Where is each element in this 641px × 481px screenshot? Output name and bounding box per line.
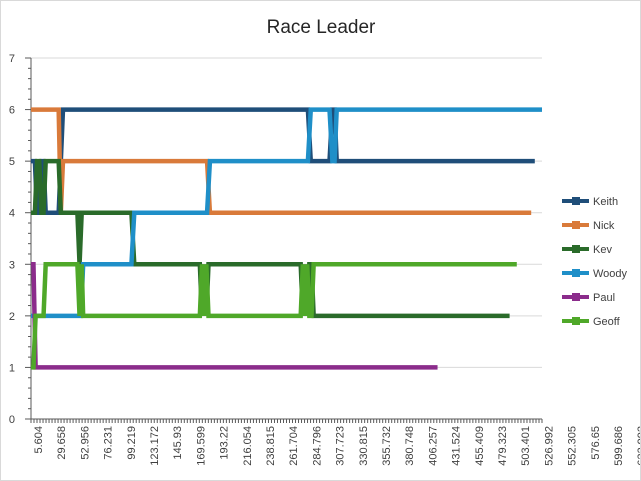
y-tick-label: 7 xyxy=(9,53,15,65)
x-tick-label: 29.658 xyxy=(56,426,68,460)
y-tick-label: 3 xyxy=(9,259,15,271)
series-line-keith xyxy=(31,107,535,215)
x-tick-label: 123.172 xyxy=(149,426,161,466)
x-tick-label: 193.22 xyxy=(219,426,231,460)
x-tick-label: 216.054 xyxy=(242,426,254,466)
series-lines xyxy=(31,107,542,370)
series-line-nick xyxy=(31,107,532,215)
legend-label-paul: Paul xyxy=(593,292,615,304)
series-line-geoff xyxy=(31,262,517,370)
x-tick-label: 284.796 xyxy=(311,426,323,466)
x-tick-label: 599.686 xyxy=(613,426,625,466)
y-tick-label: 4 xyxy=(9,208,15,220)
x-tick-label: 145.93 xyxy=(172,426,184,460)
legend-marker-geoff xyxy=(572,317,580,325)
x-tick-label: 503.401 xyxy=(520,426,532,466)
legend-label-keith: Keith xyxy=(593,196,618,208)
legend: Keith Nick Kev Woody Paul Geoff xyxy=(562,196,628,328)
y-tick-label: 0 xyxy=(9,414,15,426)
legend-marker-keith xyxy=(572,197,580,205)
x-tick-label: 622.992 xyxy=(636,426,640,466)
legend-marker-kev xyxy=(572,245,580,253)
x-tick-label: 169.599 xyxy=(195,426,207,466)
x-tick-label: 355.732 xyxy=(381,426,393,466)
x-tick-label: 238.815 xyxy=(265,426,277,466)
x-tick-label: 479.323 xyxy=(497,426,509,466)
legend-label-woody: Woody xyxy=(593,268,628,280)
x-tick-label: 526.992 xyxy=(543,426,555,466)
x-tick-label: 431.524 xyxy=(451,426,463,466)
legend-label-kev: Kev xyxy=(593,244,612,256)
y-tick-label: 6 xyxy=(9,105,15,117)
x-tick-label: 552.305 xyxy=(567,426,579,466)
x-tick-label: 99.219 xyxy=(126,426,138,460)
y-tick-label: 1 xyxy=(9,362,15,374)
legend-marker-nick xyxy=(572,221,580,229)
x-tick-label: 76.231 xyxy=(103,426,115,460)
legend-label-geoff: Geoff xyxy=(593,316,621,328)
series-line-kev xyxy=(31,158,510,319)
legend-marker-paul xyxy=(572,293,580,301)
x-tick-label: 52.956 xyxy=(79,426,91,460)
x-tick-label: 307.723 xyxy=(335,426,347,466)
axes: 0 1 2 3 4 5 6 7 5.604 29.658 52.956 76.231 99.219 123… xyxy=(9,53,640,466)
x-tick-label: 576.65 xyxy=(590,426,602,460)
x-tick-label: 330.815 xyxy=(358,426,370,466)
x-tick-label: 455.409 xyxy=(474,426,486,466)
x-tick-label: 5.604 xyxy=(33,426,45,454)
x-tick-label: 406.257 xyxy=(427,426,439,466)
x-tick-label: 261.704 xyxy=(288,426,300,466)
y-tick-label: 2 xyxy=(9,311,15,323)
legend-marker-woody xyxy=(572,269,580,277)
legend-label-nick: Nick xyxy=(593,220,615,232)
series-line-woody xyxy=(31,107,542,319)
y-tick-label: 5 xyxy=(9,156,15,168)
x-tick-label: 380.748 xyxy=(404,426,416,466)
chart-title: Race Leader xyxy=(267,17,376,38)
